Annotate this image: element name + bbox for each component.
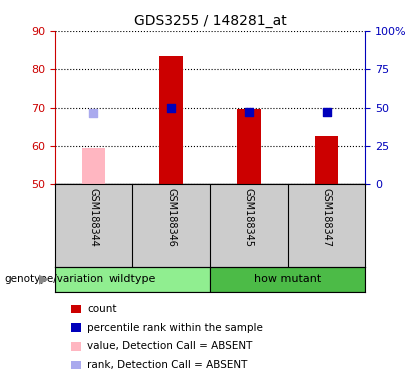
Point <box>168 104 175 111</box>
Text: value, Detection Call = ABSENT: value, Detection Call = ABSENT <box>87 341 252 351</box>
Bar <box>82 148 105 184</box>
Text: ▶: ▶ <box>39 273 49 286</box>
Text: count: count <box>87 304 116 314</box>
Text: rank, Detection Call = ABSENT: rank, Detection Call = ABSENT <box>87 360 247 370</box>
Point <box>90 110 97 116</box>
Text: GSM188346: GSM188346 <box>166 189 176 247</box>
Text: genotype/variation: genotype/variation <box>4 274 103 285</box>
Point <box>245 109 252 115</box>
Text: wildtype: wildtype <box>109 274 156 285</box>
Point <box>323 109 330 115</box>
Bar <box>315 136 338 184</box>
Bar <box>160 56 183 184</box>
Bar <box>210 267 365 292</box>
Bar <box>237 109 260 184</box>
Text: GSM188344: GSM188344 <box>89 189 98 247</box>
Text: GSM188345: GSM188345 <box>244 189 254 247</box>
Bar <box>55 267 210 292</box>
Text: percentile rank within the sample: percentile rank within the sample <box>87 323 263 333</box>
Text: GSM188347: GSM188347 <box>322 189 331 247</box>
Title: GDS3255 / 148281_at: GDS3255 / 148281_at <box>134 14 286 28</box>
Text: how mutant: how mutant <box>254 274 321 285</box>
